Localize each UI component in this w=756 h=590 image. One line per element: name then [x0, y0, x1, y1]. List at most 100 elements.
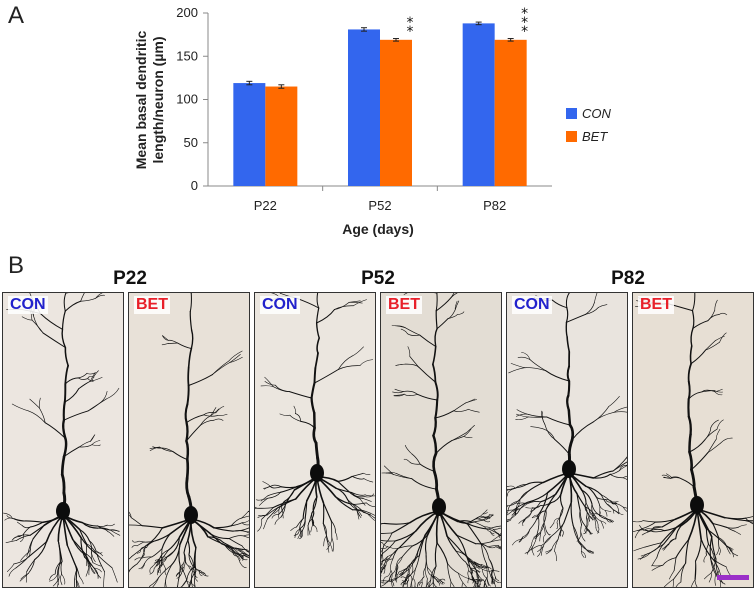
apical-oblique-branch — [393, 393, 405, 396]
apical-oblique-branch — [465, 398, 476, 404]
apical-dendrite — [63, 382, 67, 403]
significance-annotation: * * * — [521, 6, 528, 40]
basal-dendrite — [94, 550, 103, 554]
basal-dendrite — [129, 563, 138, 571]
apical-oblique-branch — [91, 440, 101, 446]
apical-oblique-branch — [228, 350, 243, 362]
basal-dendrite — [600, 520, 604, 529]
basal-dendrite — [600, 494, 608, 505]
basal-dendrite — [586, 517, 589, 526]
basal-dendrite — [508, 512, 518, 520]
apical-oblique-branch — [453, 408, 470, 412]
y-tick-label: 150 — [176, 48, 198, 63]
basal-dendrite — [84, 552, 94, 564]
basal-dendrite — [151, 548, 163, 558]
apical-oblique-branch — [78, 380, 92, 390]
basal-dendrite — [745, 516, 753, 519]
basal-dendrite — [675, 581, 682, 587]
apical-dendrite — [566, 336, 571, 353]
age-header-p82: P82 — [611, 268, 645, 289]
basal-dendrite — [330, 520, 336, 533]
basal-dendrite — [144, 527, 163, 547]
basal-dendrite — [700, 538, 713, 560]
basal-dendrite — [507, 487, 517, 491]
basal-dendrite — [381, 523, 385, 525]
apical-oblique-branch — [64, 388, 80, 403]
basal-dendrite — [411, 582, 413, 587]
basal-dendrite — [366, 513, 375, 519]
micrograph-p52-bet: BET — [380, 292, 502, 588]
apical-oblique-branch — [29, 398, 40, 409]
basal-dendrite — [532, 534, 538, 548]
micrograph-p22-con: CON — [2, 292, 124, 588]
basal-dendrite — [270, 484, 282, 488]
basal-dendrite — [675, 539, 690, 559]
apical-oblique-branch — [407, 346, 411, 357]
basal-dendrite — [600, 520, 607, 525]
basal-dendrite — [5, 540, 17, 543]
basal-dendrite — [532, 505, 542, 509]
apical-oblique-branch — [229, 356, 243, 364]
apical-oblique-branch — [149, 447, 161, 452]
basal-dendrite — [362, 512, 371, 515]
basal-dendrite — [312, 496, 318, 511]
basal-dendrite — [385, 558, 394, 566]
apical-oblique-branch — [149, 446, 160, 449]
apical-oblique-branch — [704, 428, 718, 441]
apical-dendrite — [185, 476, 191, 498]
basal-dendrite — [583, 526, 587, 535]
basal-dendrite — [241, 555, 249, 557]
basal-dendrite — [238, 554, 244, 559]
apical-oblique-branch — [719, 332, 727, 343]
basal-dendrite — [465, 561, 470, 571]
basal-dendrite — [407, 573, 410, 581]
apical-oblique-branch — [91, 370, 99, 382]
apical-oblique-branch — [714, 335, 725, 341]
basal-dendrite — [525, 507, 533, 509]
basal-dendrite — [478, 517, 486, 520]
basal-dendrite — [381, 580, 388, 587]
basal-dendrite — [185, 560, 189, 567]
basal-dendrite — [382, 540, 396, 554]
basal-dendrite — [161, 533, 171, 550]
basal-dendrite — [593, 513, 601, 522]
micrograph-label: BET — [638, 296, 674, 314]
basal-dendrite — [176, 572, 183, 579]
basal-dendrite — [517, 502, 528, 505]
apical-dendrite — [316, 293, 320, 309]
apical-oblique-branch — [704, 427, 712, 441]
basal-dendrite — [267, 507, 279, 520]
basal-dendrite — [366, 502, 375, 507]
basal-dendrite — [482, 509, 488, 514]
basal-dendrite — [418, 581, 423, 586]
apical-oblique-branch — [598, 304, 608, 308]
apical-dendrite — [60, 473, 66, 495]
basal-dendrite — [28, 549, 31, 558]
basal-dendrite — [103, 571, 105, 587]
basal-dendrite — [516, 499, 521, 510]
apical-oblique-branch — [300, 420, 316, 429]
bar-bet-p52 — [380, 39, 412, 186]
apical-oblique-branch — [95, 293, 103, 299]
apical-oblique-branch — [541, 410, 546, 425]
basal-dendrite — [381, 565, 385, 572]
basal-dendrite — [280, 486, 298, 489]
basal-dendrite — [545, 548, 553, 553]
apical-oblique-branch — [516, 409, 529, 415]
basal-dendrite — [237, 555, 241, 561]
apical-oblique-branch — [87, 401, 102, 412]
x-axis-label: Age (days) — [342, 221, 414, 237]
basal-dendrite — [28, 559, 35, 574]
basal-dendrite — [549, 522, 555, 529]
apical-oblique-branch — [690, 452, 709, 471]
apical-oblique-branch — [162, 335, 169, 341]
basal-dendrite — [75, 579, 79, 587]
apical-oblique-branch — [663, 476, 672, 479]
neuron-soma — [310, 464, 324, 482]
basal-dendrite — [381, 532, 393, 534]
micrograph-p22-bet: BET — [128, 292, 250, 588]
basal-dendrite — [49, 574, 58, 582]
basal-dendrite — [311, 518, 315, 526]
apical-oblique-branch — [294, 413, 302, 422]
basal-dendrite — [425, 579, 432, 587]
